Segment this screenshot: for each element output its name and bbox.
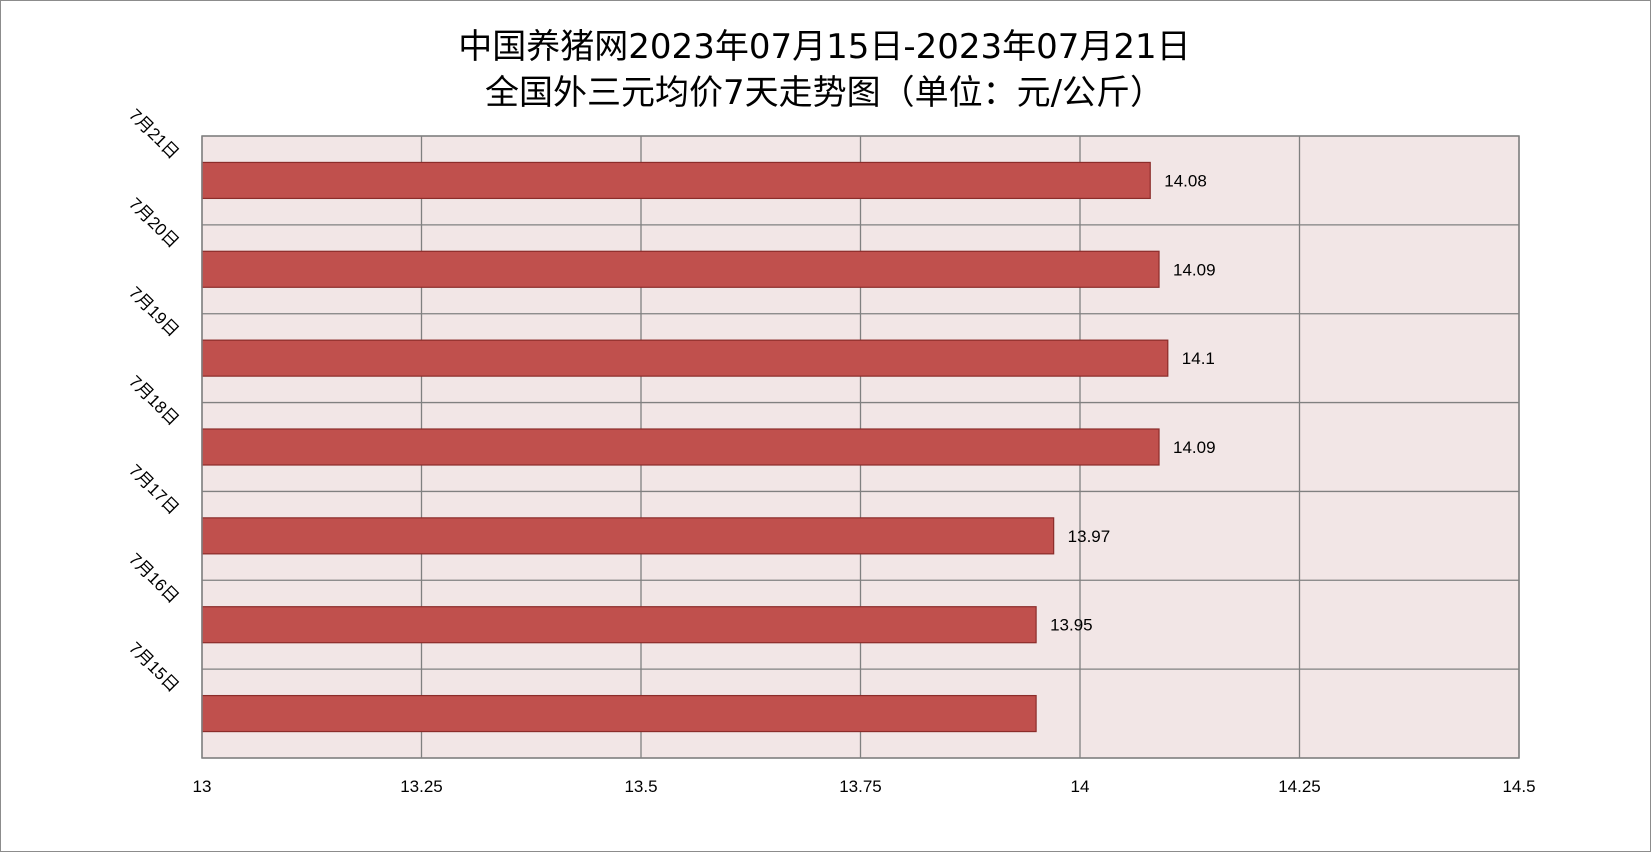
- bar: [201, 428, 1160, 466]
- bar: [201, 517, 1055, 555]
- category-tick-label: 7月20日: [125, 194, 183, 252]
- bar: [201, 606, 1037, 644]
- bar: [201, 250, 1160, 288]
- chart-title-line2: 全国外三元均价7天走势图（单位：元/公斤）: [484, 73, 1165, 113]
- value-tick-label: 13.25: [400, 777, 443, 796]
- value-tick-label: 13: [193, 777, 212, 796]
- value-tick-label: 14.5: [1502, 777, 1535, 796]
- plot-border: [201, 135, 1520, 759]
- data-label: 13.97: [1068, 527, 1111, 546]
- category-tick-label: 7月18日: [125, 372, 183, 430]
- value-tick-label: 14.25: [1278, 777, 1321, 796]
- bar: [201, 694, 1037, 733]
- data-label: 14.09: [1173, 260, 1216, 279]
- category-tick-label: 7月15日: [125, 638, 183, 696]
- category-axis: 7月15日 7月16日 7月17日 7月18日 7月19日 7月20日 7月21日: [125, 105, 183, 696]
- bar: [201, 161, 1151, 200]
- bar: [201, 339, 1169, 377]
- category-tick-label: 7月16日: [125, 550, 183, 608]
- chart-title-line1: 中国养猪网2023年07月15日-2023年07月21日: [458, 27, 1191, 67]
- category-tick-label: 7月19日: [125, 283, 183, 341]
- value-tick-label: 13.75: [839, 777, 882, 796]
- data-label: 14.08: [1164, 171, 1207, 190]
- value-tick-label: 13.5: [624, 777, 657, 796]
- bars: [201, 161, 1169, 733]
- data-label: 13.95: [1050, 616, 1093, 635]
- category-tick-label: 7月17日: [125, 461, 183, 519]
- data-labels: 13.95 13.97 14.09 14.1 14.09 14.08: [1050, 171, 1215, 634]
- data-label: 14.09: [1173, 438, 1216, 457]
- data-label: 14.1: [1182, 349, 1215, 368]
- value-axis: 13 13.25 13.5 13.75 14 14.25 14.5: [193, 777, 1536, 796]
- category-tick-label: 7月21日: [125, 105, 183, 163]
- value-tick-label: 14: [1071, 777, 1090, 796]
